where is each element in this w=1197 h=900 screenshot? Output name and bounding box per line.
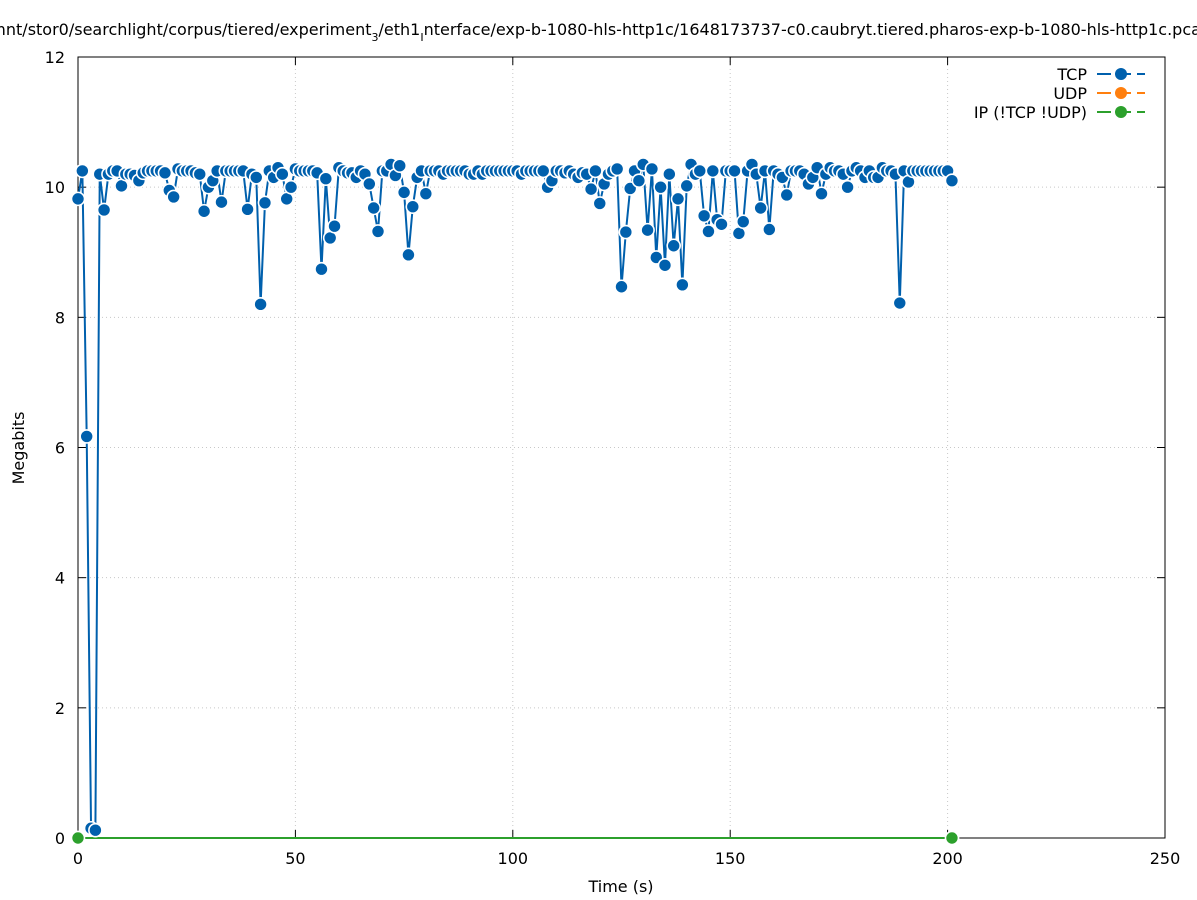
y-tick-label: 12	[45, 48, 65, 67]
y-tick-label: 0	[55, 829, 65, 848]
legend-label: IP (!TCP !UDP)	[974, 103, 1087, 122]
x-tick-label: 200	[932, 849, 963, 868]
y-tick-label: 10	[45, 178, 65, 197]
data-point-tcp	[657, 257, 673, 273]
data-point-tcp	[631, 173, 647, 188]
legend-entry: IP (!TCP !UDP)	[974, 103, 1145, 122]
data-point-tcp	[696, 208, 712, 224]
data-point-tcp	[366, 200, 381, 216]
data-point-tcp	[614, 279, 629, 295]
data-point-tcp	[157, 165, 173, 181]
x-axis-title: Time (s)	[587, 877, 653, 896]
legend-marker	[1115, 87, 1127, 99]
y-tick-label: 6	[55, 439, 65, 458]
data-point-tcp	[401, 247, 416, 263]
data-point-tcp	[692, 163, 708, 179]
data-point-tcp	[840, 179, 855, 195]
legend-entry: TCP	[1056, 65, 1145, 84]
y-tick-label: 8	[55, 308, 65, 327]
x-tick-label: 50	[285, 849, 305, 868]
data-point-tcp	[275, 166, 290, 182]
data-point-tcp	[892, 295, 908, 311]
data-point-tcp	[735, 214, 751, 229]
data-point-tcp	[196, 203, 212, 219]
data-point-tcp	[588, 163, 603, 179]
data-point-tcp	[653, 179, 668, 195]
legend-label: TCP	[1056, 65, 1087, 84]
data-point-tcp	[727, 163, 742, 179]
data-point-tcp	[253, 297, 268, 312]
data-point-tcp	[318, 171, 334, 187]
data-point-tcp	[679, 178, 695, 194]
legend-label: UDP	[1053, 84, 1087, 103]
data-point-tcp	[362, 176, 377, 192]
series-ip	[70, 830, 960, 846]
data-point-tcp	[88, 822, 103, 838]
tick-labels: 0 50 100 150 200 250 0 2 4 6 8 10 12	[45, 48, 1181, 868]
data-point-tcp	[392, 158, 408, 173]
legend-marker	[1115, 106, 1127, 118]
data-point-tcp	[675, 277, 690, 293]
data-point-tcp	[79, 429, 94, 444]
data-point-tcp	[75, 163, 90, 179]
data-point-tcp	[418, 186, 434, 201]
data-point-tcp	[753, 200, 768, 216]
data-point-tcp	[762, 222, 777, 237]
data-point-tcp	[583, 181, 599, 197]
data-point-tcp	[618, 224, 634, 240]
data-point-tcp	[701, 224, 716, 239]
data-point-tcp	[405, 199, 421, 214]
data-point-tcp	[370, 224, 386, 239]
x-tick-label: 0	[73, 849, 83, 868]
data-point-tcp	[70, 191, 86, 207]
chart-title: /mnt/stor0/searchlight/corpus/tiered/exp…	[0, 20, 1197, 44]
y-tick-label: 2	[55, 699, 65, 718]
data-point-tcp	[257, 195, 273, 211]
data-point-ip	[944, 830, 960, 846]
data-point-tcp	[666, 238, 681, 254]
x-tick-label: 150	[715, 849, 746, 868]
data-point-tcp	[814, 186, 829, 201]
data-point-tcp	[396, 185, 412, 200]
data-point-tcp	[96, 202, 112, 218]
data-point-tcp	[640, 222, 655, 238]
data-point-tcp	[779, 187, 795, 203]
series-tcp	[70, 157, 960, 838]
legend-marker	[1115, 68, 1127, 80]
data-point-ip	[70, 830, 86, 846]
data-point-tcp	[705, 163, 721, 179]
y-axis-title: Megabits	[9, 412, 28, 485]
series-layer	[70, 157, 960, 846]
data-point-tcp	[248, 170, 264, 185]
x-tick-label: 250	[1150, 849, 1181, 868]
data-point-tcp	[670, 191, 686, 207]
x-tick-label: 100	[498, 849, 529, 868]
data-point-tcp	[214, 194, 229, 210]
data-point-tcp	[714, 216, 729, 232]
data-point-tcp	[192, 166, 208, 182]
data-point-tcp	[240, 201, 255, 217]
data-point-tcp	[592, 196, 608, 211]
y-tick-label: 4	[55, 569, 65, 588]
data-point-tcp	[644, 161, 660, 177]
data-point-tcp	[944, 173, 960, 188]
data-point-tcp	[314, 261, 329, 277]
legend-entry: UDP	[1053, 84, 1145, 103]
data-point-tcp	[327, 218, 342, 234]
series-line-tcp	[77, 163, 953, 832]
data-point-tcp	[166, 189, 181, 205]
data-point-tcp	[662, 166, 677, 182]
data-point-tcp	[609, 161, 625, 177]
data-point-tcp	[283, 179, 299, 195]
